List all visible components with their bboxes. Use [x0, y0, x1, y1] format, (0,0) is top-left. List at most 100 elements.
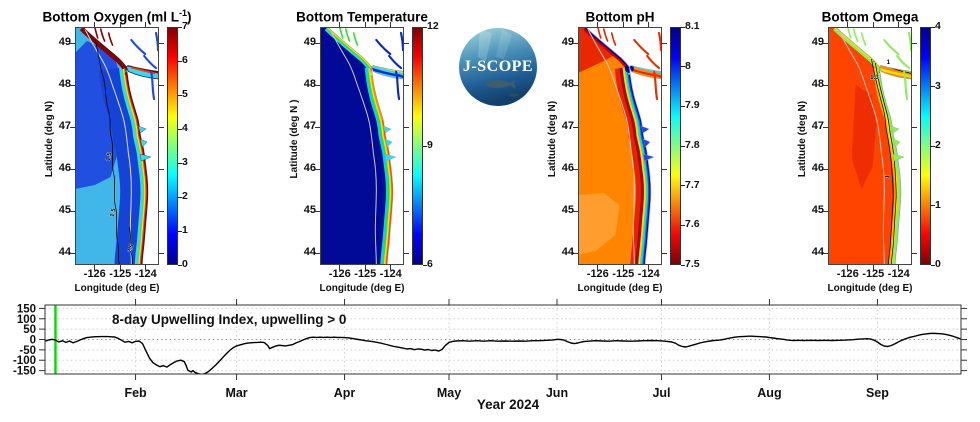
land-vancouver-island	[585, 27, 662, 72]
estuary	[139, 138, 148, 148]
colorbar-tick-mark	[178, 230, 182, 232]
colorbar-tick-label: 4	[935, 20, 941, 32]
lat-tick-label: 45	[561, 204, 574, 216]
colorbar-tick-mark	[931, 205, 935, 206]
lat-tick-mark	[159, 84, 164, 86]
lat-tick-mark	[315, 252, 320, 254]
lat-tick-label: 45	[811, 204, 824, 216]
lon-tick-label: -124	[134, 268, 157, 280]
lat-tick-mark	[159, 42, 164, 44]
fjord-inlet	[610, 32, 617, 46]
ph-colorbar	[670, 27, 681, 265]
colorbar-tick-label: 4	[182, 122, 188, 134]
shelf-break-contour	[84, 28, 132, 265]
logo-light-ray	[496, 29, 512, 59]
estuary	[385, 153, 397, 162]
lat-tick-label: 47	[58, 120, 71, 132]
map-panel-bottom-oxygen: Bottom Oxygen (ml L-1) Latitude (deg N) …	[42, 8, 191, 294]
lat-tick-mark	[315, 210, 320, 212]
lat-tick-label: 47	[561, 120, 574, 132]
land-vancouver-island	[82, 27, 159, 72]
lon-tick-mark	[145, 265, 147, 270]
colorbar-tick-label: 1	[182, 224, 188, 236]
lat-tick-label: 49	[561, 36, 574, 48]
lon-tick-label: -124	[637, 268, 660, 280]
month-tick-label: Mar	[225, 386, 247, 400]
colorbar-tick-mark	[178, 162, 182, 164]
lat-tick-mark	[823, 210, 828, 212]
colorbar-tick-mark	[681, 66, 685, 68]
estuary	[893, 153, 905, 162]
colorbar-tick-label: 0	[935, 258, 941, 270]
month-tick-label: Sep	[866, 386, 889, 400]
strait-water	[125, 66, 159, 80]
omega-colorbar	[920, 27, 931, 265]
fjord-inlet	[93, 27, 99, 39]
colorbar-tick-label: 0	[182, 258, 188, 270]
lat-tick-mark	[404, 210, 409, 212]
lon-tick-mark	[872, 265, 874, 270]
month-tick-label: Feb	[124, 386, 147, 400]
lat-tick-label: 46	[811, 162, 824, 174]
month-tick-label: Jul	[652, 386, 670, 400]
colorbar-tick-mark	[931, 86, 935, 87]
fjord-inlet	[596, 27, 602, 39]
estuary	[890, 125, 900, 134]
inland-channel	[646, 54, 661, 70]
colorbar-tick-mark	[178, 196, 182, 198]
lat-tick-label: 48	[303, 78, 316, 90]
lon-tick-mark	[872, 22, 874, 27]
colorbar-tick-mark	[681, 264, 685, 266]
lon-tick-mark	[339, 22, 341, 27]
lat-tick-mark	[573, 252, 578, 254]
contour-label: 1	[887, 59, 891, 66]
colorbar-tick-label: 7.6	[685, 218, 700, 231]
lat-tick-mark	[70, 126, 75, 128]
lat-tick-mark	[70, 42, 75, 44]
timeseries-x-axis-label: Year 2024	[476, 397, 540, 412]
lon-tick-mark	[597, 22, 599, 27]
colorbar-tick-label: 6	[427, 258, 433, 270]
fjord-inlet	[602, 28, 609, 42]
y-tick-label: 150	[17, 303, 36, 315]
lat-tick-mark	[662, 126, 667, 128]
colorbar-tick-label: 7.9	[685, 99, 700, 112]
contour-label: 1.5	[109, 207, 118, 217]
lat-tick-mark	[315, 84, 320, 86]
colorbar-tick-label: 8	[685, 59, 691, 72]
month-tick-label: May	[437, 386, 461, 400]
lat-tick-mark	[662, 42, 667, 44]
inland-channel	[150, 70, 156, 101]
lat-tick-mark	[823, 84, 828, 86]
contour-label: 2.5	[126, 243, 136, 254]
lat-tick-label: 45	[58, 204, 71, 216]
y-tick-label: -100	[13, 355, 36, 367]
shelf-break-contour	[329, 28, 377, 265]
lat-tick-mark	[573, 42, 578, 44]
water-region	[578, 193, 620, 255]
logo-small-fish-icon	[509, 93, 519, 97]
colorbar-tick-label: 5	[182, 88, 188, 100]
lat-tick-mark	[70, 252, 75, 254]
y-tick-label: 100	[17, 314, 36, 326]
y-tick-label: -50	[19, 345, 36, 357]
lat-tick-mark	[662, 252, 667, 254]
x-axis-label: Longitude (deg E)	[319, 283, 405, 294]
lat-tick-label: 46	[561, 162, 574, 174]
strait-water	[879, 67, 912, 79]
lat-tick-label: 47	[303, 120, 316, 132]
colorbar-tick-mark	[178, 26, 182, 28]
fjord-inlet	[852, 28, 859, 42]
colorbar-tick-label: 7	[182, 20, 188, 32]
colorbar-tick-label: 7.8	[685, 139, 700, 151]
jscope-logo: J-SCOPE	[458, 27, 538, 107]
lon-tick-label: -124	[379, 268, 402, 280]
logo-text: J-SCOPE	[463, 58, 533, 75]
lon-tick-label: -126	[836, 268, 859, 280]
colorbar-tick-label: 1	[935, 198, 941, 211]
oxygen-colorbar	[167, 27, 178, 265]
lat-tick-mark	[159, 168, 164, 170]
estuary	[642, 138, 651, 148]
map-border	[75, 27, 159, 265]
lat-tick-mark	[573, 210, 578, 212]
